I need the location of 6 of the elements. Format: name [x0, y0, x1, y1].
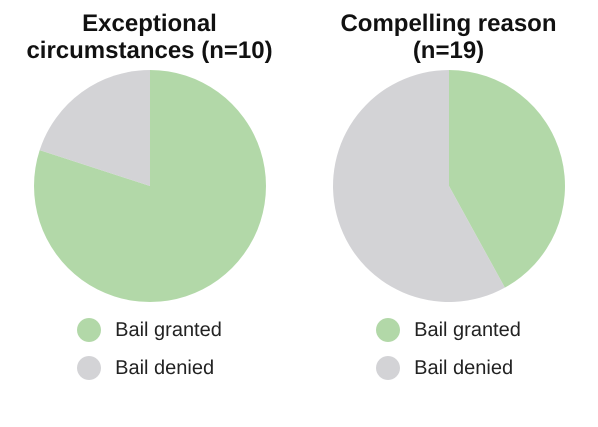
chart-title: Exceptional circumstances (n=10): [25, 10, 274, 66]
chart-title: Compelling reason (n=19): [339, 10, 558, 66]
legend-label: Bail denied: [115, 356, 214, 380]
legend-label: Bail denied: [414, 356, 514, 380]
legend-label: Bail granted: [115, 318, 222, 342]
legend-label: Bail granted: [414, 318, 521, 342]
